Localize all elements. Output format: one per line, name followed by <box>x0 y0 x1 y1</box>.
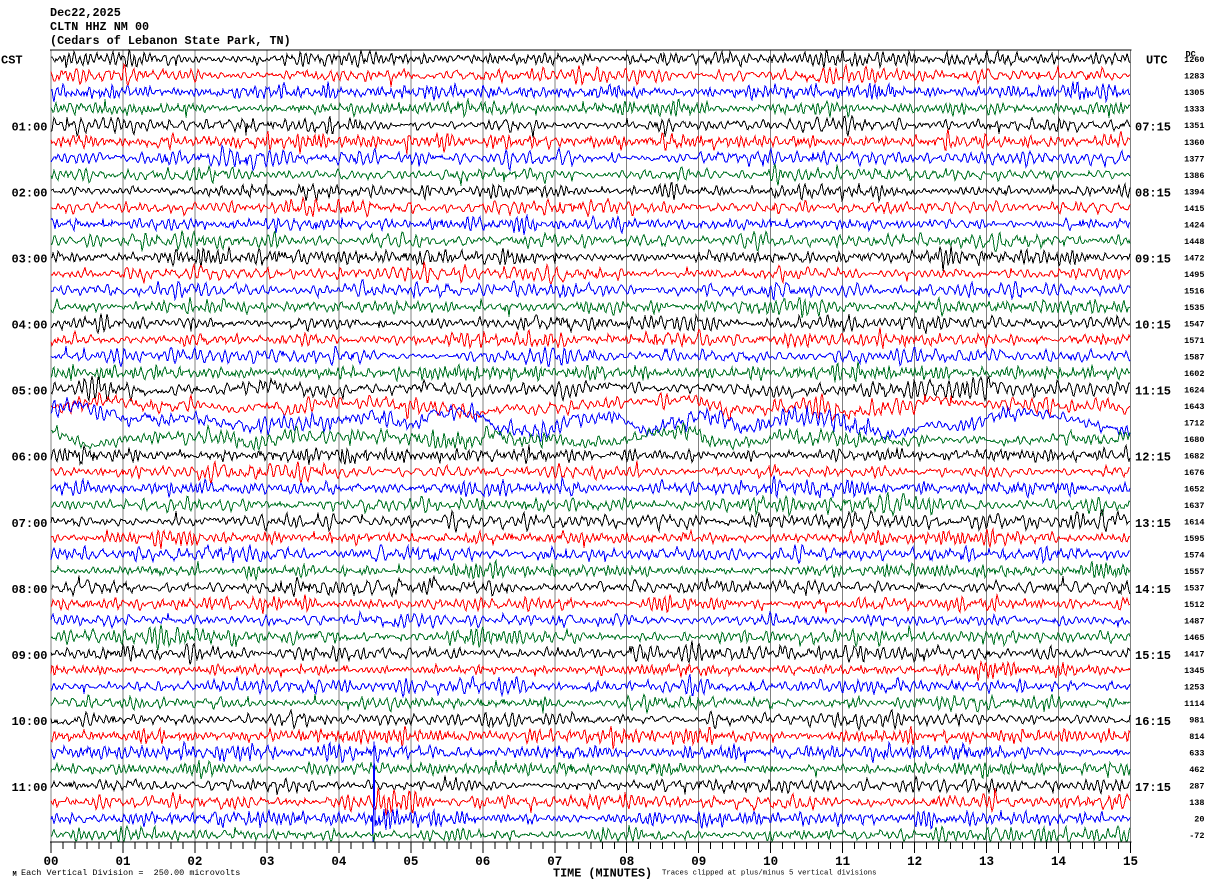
svg-text:1712: 1712 <box>1184 418 1204 428</box>
svg-text:TIME (MINUTES): TIME (MINUTES) <box>553 867 652 881</box>
svg-text:16:15: 16:15 <box>1135 715 1171 729</box>
svg-text:03: 03 <box>259 855 274 869</box>
svg-text:1682: 1682 <box>1184 451 1204 461</box>
svg-text:CLTN HHZ NM 00: CLTN HHZ NM 00 <box>50 20 149 34</box>
svg-text:1602: 1602 <box>1184 369 1204 379</box>
svg-text:-72: -72 <box>1189 831 1204 841</box>
svg-text:1472: 1472 <box>1184 253 1204 263</box>
svg-text:1415: 1415 <box>1184 204 1204 214</box>
svg-text:15:15: 15:15 <box>1135 649 1171 663</box>
svg-text:1351: 1351 <box>1184 121 1204 131</box>
svg-text:1114: 1114 <box>1184 699 1204 709</box>
svg-text:1487: 1487 <box>1184 617 1204 627</box>
svg-text:1253: 1253 <box>1184 683 1204 693</box>
svg-text:14: 14 <box>1051 855 1067 869</box>
svg-text:CST: CST <box>1 54 23 68</box>
svg-text:M: M <box>13 871 17 879</box>
svg-text:1535: 1535 <box>1184 303 1204 313</box>
svg-text:10: 10 <box>763 855 778 869</box>
svg-text:981: 981 <box>1189 716 1204 726</box>
svg-text:02:00: 02:00 <box>11 187 47 201</box>
svg-text:1652: 1652 <box>1184 484 1204 494</box>
svg-text:05: 05 <box>403 855 418 869</box>
svg-text:Dec22,2025: Dec22,2025 <box>50 6 121 20</box>
svg-text:1512: 1512 <box>1184 600 1204 610</box>
svg-text:DC: DC <box>1186 50 1196 60</box>
svg-text:10:00: 10:00 <box>11 715 47 729</box>
svg-text:12: 12 <box>907 855 922 869</box>
svg-text:00: 00 <box>43 855 58 869</box>
svg-text:1417: 1417 <box>1184 650 1204 660</box>
svg-text:1643: 1643 <box>1184 402 1204 412</box>
svg-text:09:00: 09:00 <box>11 649 47 663</box>
svg-text:814: 814 <box>1189 732 1204 742</box>
svg-text:13:15: 13:15 <box>1135 517 1171 531</box>
svg-text:11:00: 11:00 <box>11 781 47 795</box>
svg-text:07: 07 <box>547 855 562 869</box>
svg-text:1260: 1260 <box>1184 55 1204 65</box>
svg-text:287: 287 <box>1189 782 1204 792</box>
svg-text:15: 15 <box>1123 855 1138 869</box>
svg-text:1465: 1465 <box>1184 633 1204 643</box>
svg-text:1333: 1333 <box>1184 105 1204 115</box>
svg-text:06: 06 <box>475 855 490 869</box>
svg-text:1587: 1587 <box>1184 352 1204 362</box>
svg-text:1495: 1495 <box>1184 270 1204 280</box>
svg-text:1571: 1571 <box>1184 336 1204 346</box>
svg-text:11: 11 <box>835 855 850 869</box>
svg-text:1557: 1557 <box>1184 567 1204 577</box>
svg-text:1424: 1424 <box>1184 220 1204 230</box>
svg-text:05:00: 05:00 <box>11 385 47 399</box>
svg-text:06:00: 06:00 <box>11 451 47 465</box>
svg-text:1394: 1394 <box>1184 187 1204 197</box>
svg-text:10:15: 10:15 <box>1135 319 1171 333</box>
svg-text:12:15: 12:15 <box>1135 451 1171 465</box>
svg-text:02: 02 <box>187 855 202 869</box>
svg-text:633: 633 <box>1189 749 1204 759</box>
svg-text:04: 04 <box>331 855 347 869</box>
svg-text:01: 01 <box>115 855 130 869</box>
svg-text:(Cedars of Lebanon State Park,: (Cedars of Lebanon State Park, TN) <box>50 34 291 48</box>
svg-text:1624: 1624 <box>1184 385 1204 395</box>
svg-text:09:15: 09:15 <box>1135 253 1171 267</box>
svg-text:1574: 1574 <box>1184 551 1204 561</box>
svg-text:1345: 1345 <box>1184 666 1204 676</box>
svg-text:04:00: 04:00 <box>11 319 47 333</box>
svg-text:17:15: 17:15 <box>1135 781 1171 795</box>
svg-text:Each Vertical Division = 250.: Each Vertical Division = 250.00 microvol… <box>21 868 240 878</box>
svg-text:07:15: 07:15 <box>1135 121 1171 135</box>
svg-text:1283: 1283 <box>1184 72 1204 82</box>
svg-text:Traces clipped at plus/minus 5: Traces clipped at plus/minus 5 vertical … <box>662 870 877 878</box>
svg-text:08:00: 08:00 <box>11 583 47 597</box>
svg-text:1537: 1537 <box>1184 584 1204 594</box>
svg-text:1377: 1377 <box>1184 154 1204 164</box>
svg-text:20: 20 <box>1194 815 1204 825</box>
svg-text:09: 09 <box>691 855 706 869</box>
svg-text:08: 08 <box>619 855 634 869</box>
svg-text:1547: 1547 <box>1184 319 1204 329</box>
svg-text:13: 13 <box>979 855 994 869</box>
svg-text:1386: 1386 <box>1184 171 1204 181</box>
svg-text:03:00: 03:00 <box>11 253 47 267</box>
svg-text:1305: 1305 <box>1184 88 1204 98</box>
svg-text:1637: 1637 <box>1184 501 1204 511</box>
svg-text:1448: 1448 <box>1184 237 1204 247</box>
svg-text:1680: 1680 <box>1184 435 1204 445</box>
svg-text:07:00: 07:00 <box>11 517 47 531</box>
svg-text:1676: 1676 <box>1184 468 1204 478</box>
svg-text:11:15: 11:15 <box>1135 385 1171 399</box>
svg-text:462: 462 <box>1189 765 1204 775</box>
svg-text:1360: 1360 <box>1184 138 1204 148</box>
svg-text:1595: 1595 <box>1184 534 1204 544</box>
svg-text:08:15: 08:15 <box>1135 187 1171 201</box>
svg-text:UTC: UTC <box>1146 54 1168 68</box>
svg-text:14:15: 14:15 <box>1135 583 1171 597</box>
svg-text:1516: 1516 <box>1184 286 1204 296</box>
svg-text:138: 138 <box>1189 798 1204 808</box>
svg-text:1614: 1614 <box>1184 517 1204 527</box>
svg-text:01:00: 01:00 <box>11 121 47 135</box>
